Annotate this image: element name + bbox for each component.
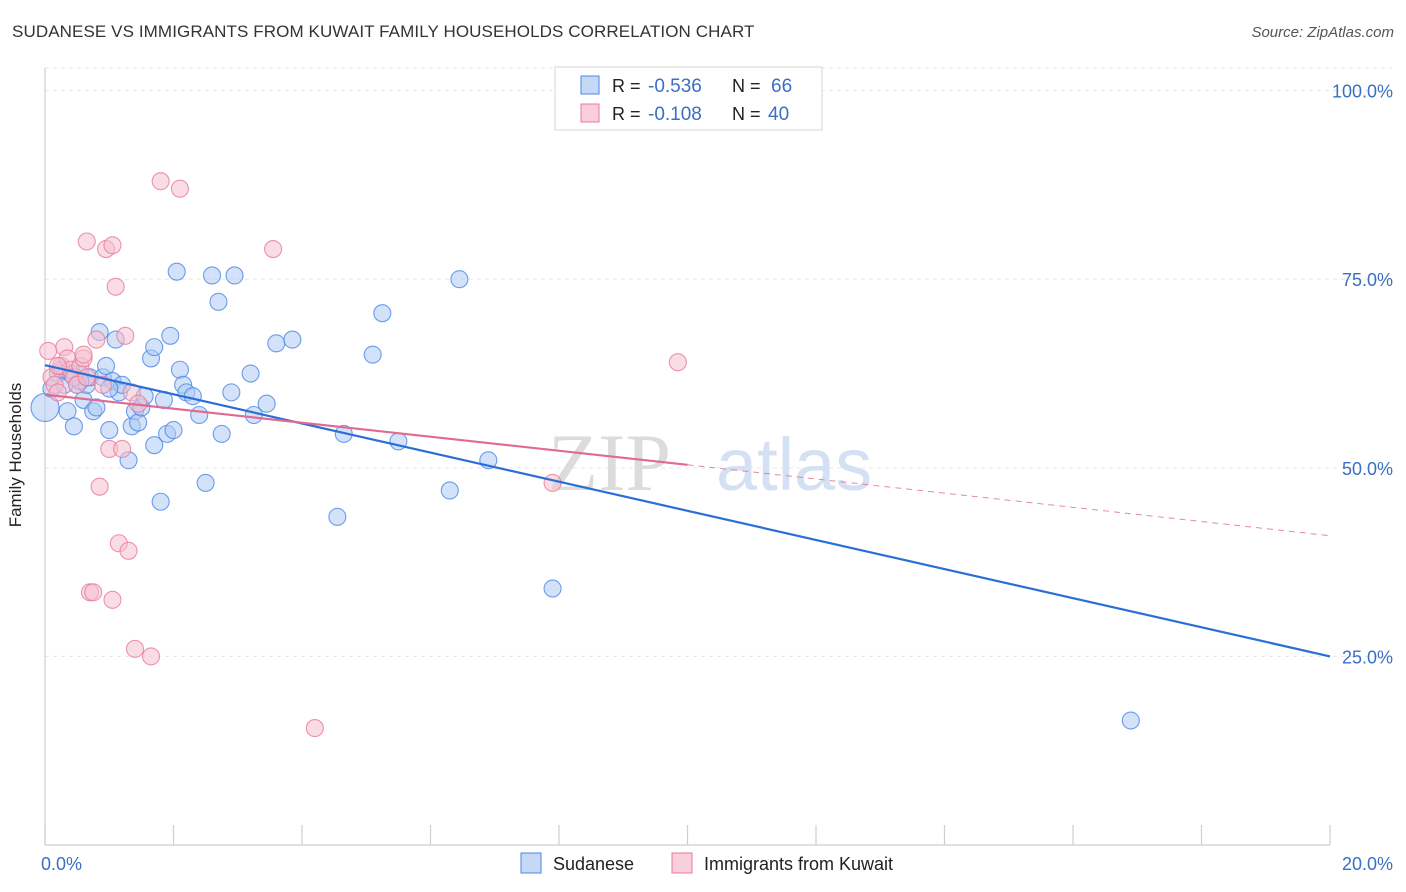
watermark-zip: ZIP xyxy=(548,417,671,508)
stats-swatch-kuwait xyxy=(580,103,600,123)
y-tick-label-2: 75.0% xyxy=(1342,270,1393,290)
sudanese-point-60 xyxy=(1121,711,1140,730)
legend-label-kuwait: Immigrants from Kuwait xyxy=(704,854,893,874)
sudanese-point-42 xyxy=(209,292,228,311)
sudanese-point-41 xyxy=(203,266,222,285)
kuwait-point-27 xyxy=(119,541,138,560)
stats-r-label-2: R = xyxy=(612,104,641,124)
kuwait-point-25 xyxy=(113,439,132,459)
kuwait-point-33 xyxy=(151,172,170,191)
kuwait-point-19 xyxy=(93,375,112,394)
kuwait-point-38 xyxy=(668,353,687,372)
sudanese-point-44 xyxy=(222,383,241,402)
grid-layer xyxy=(45,67,1392,657)
sudanese-point-40 xyxy=(196,473,215,492)
sudanese-point-54 xyxy=(373,304,392,323)
series-legend: Sudanese Immigrants from Kuwait xyxy=(520,852,893,874)
sudanese-point-51 xyxy=(328,507,347,526)
sudanese-point-32 xyxy=(161,326,180,345)
stats-swatch-sudanese xyxy=(580,75,600,95)
kuwait-point-3 xyxy=(48,383,67,402)
kuwait-point-31 xyxy=(103,590,122,609)
sudanese-point-27 xyxy=(145,338,164,357)
sudanese-point-50 xyxy=(283,330,302,349)
sudanese-point-15 xyxy=(100,421,119,440)
stats-n-value-1: 66 xyxy=(771,76,792,97)
sudanese-point-28 xyxy=(145,436,164,455)
stats-r-value-2: -0.108 xyxy=(648,104,702,125)
watermark-atlas: atlas xyxy=(716,423,872,506)
kuwait-point-22 xyxy=(103,236,122,255)
sudanese-point-3 xyxy=(58,402,77,421)
watermark-logo: ZIP atlas xyxy=(548,417,872,508)
stats-r-value-1: -0.536 xyxy=(648,76,702,97)
sudanese-point-56 xyxy=(440,481,459,500)
trend-line-kuwait xyxy=(44,393,688,466)
sudanese-point-4 xyxy=(64,417,83,436)
sudanese-point-49 xyxy=(267,334,286,353)
sudanese-point-45 xyxy=(225,266,244,285)
trend-line-sudanese xyxy=(44,364,1331,658)
kuwait-point-18 xyxy=(90,477,109,496)
kuwait-point-35 xyxy=(264,239,283,259)
legend-swatch-sudanese xyxy=(520,852,542,874)
sudanese-point-33 xyxy=(164,421,183,440)
kuwait-point-12 xyxy=(77,368,96,387)
y-tick-label-1: 50.0% xyxy=(1342,459,1393,479)
sudanese-point-46 xyxy=(241,364,260,383)
sudanese-point-57 xyxy=(450,270,469,289)
kuwait-point-23 xyxy=(106,277,125,296)
legend-label-sudanese: Sudanese xyxy=(553,854,634,874)
sudanese-point-11 xyxy=(87,398,106,417)
stats-n-value-2: 40 xyxy=(768,104,789,125)
kuwait-point-26 xyxy=(116,326,135,345)
kuwait-point-32 xyxy=(141,647,161,666)
sudanese-point-23 xyxy=(129,413,148,432)
sudanese-point-59 xyxy=(543,579,562,598)
x-tick-label-0: 0.0% xyxy=(41,854,82,874)
x-tick-label-1: 20.0% xyxy=(1342,854,1393,874)
trend-line-kuwait-extension xyxy=(687,464,1331,537)
source-credit: Source: ZipAtlas.com xyxy=(1251,24,1394,41)
y-tick-label-3: 100.0% xyxy=(1332,82,1393,102)
sudanese-point-53 xyxy=(363,345,382,364)
sudanese-point-39 xyxy=(190,405,209,425)
kuwait-point-37 xyxy=(543,473,562,492)
sudanese-point-35 xyxy=(170,360,189,379)
sudanese-point-14 xyxy=(96,356,116,376)
sudanese-point-34 xyxy=(167,262,186,281)
trend-lines xyxy=(44,364,1331,658)
stats-r-label-1: R = xyxy=(612,76,641,96)
stats-legend: R = -0.536 N = 66 R = -0.108 N = 40 xyxy=(554,66,823,131)
stats-n-label-2: N = xyxy=(732,104,761,124)
kuwait-point-13 xyxy=(74,345,93,364)
axis-layer xyxy=(44,68,1331,846)
kuwait-point-34 xyxy=(170,179,189,198)
legend-swatch-kuwait xyxy=(671,852,693,874)
kuwait-point-14 xyxy=(77,232,96,251)
tick-labels: 25.0% 50.0% 75.0% 100.0% 0.0% 20.0% xyxy=(41,82,1393,874)
sudanese-point-38 xyxy=(183,387,202,406)
stats-n-label-1: N = xyxy=(732,76,761,96)
sudanese-point-43 xyxy=(212,424,231,443)
chart-title: SUDANESE VS IMMIGRANTS FROM KUWAIT FAMIL… xyxy=(12,22,755,41)
series-kuwait-points xyxy=(39,172,687,738)
kuwait-point-17 xyxy=(87,330,106,349)
sudanese-point-48 xyxy=(257,394,276,413)
kuwait-point-0 xyxy=(39,341,58,360)
kuwait-point-29 xyxy=(125,639,144,658)
y-axis-label: Family Households xyxy=(6,382,25,528)
kuwait-point-36 xyxy=(305,719,324,738)
sudanese-point-29 xyxy=(151,492,170,511)
kuwait-point-16 xyxy=(84,583,103,602)
y-tick-label-0: 25.0% xyxy=(1342,647,1393,667)
